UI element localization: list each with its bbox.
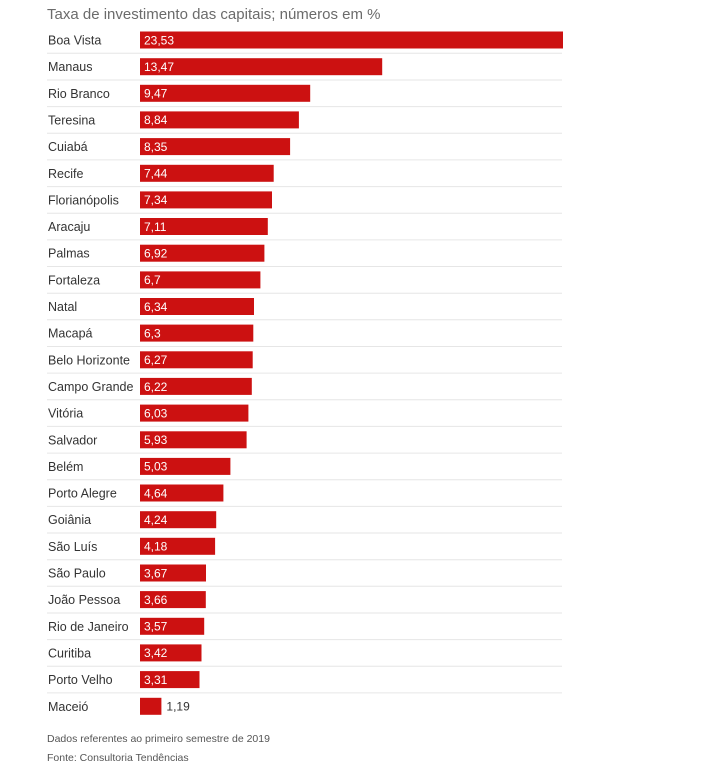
bar-value-label: 3,57 xyxy=(144,620,168,634)
footnote-source: Fonte: Consultoria Tendências xyxy=(47,752,189,764)
category-label: Belo Horizonte xyxy=(48,353,130,367)
bar xyxy=(140,537,216,555)
category-label: São Paulo xyxy=(48,567,106,581)
bar-value-label: 5,03 xyxy=(144,460,168,474)
bar xyxy=(140,164,274,182)
bar xyxy=(140,218,268,235)
category-label: Fortaleza xyxy=(48,273,100,287)
bar xyxy=(140,671,200,689)
bar-value-label: 13,47 xyxy=(144,60,174,74)
category-label: Boa Vista xyxy=(48,34,101,48)
bar-value-label: 3,66 xyxy=(144,593,168,607)
bar-value-label: 6,03 xyxy=(144,406,168,420)
bar-value-label: 5,93 xyxy=(144,433,168,447)
bar xyxy=(140,484,224,502)
category-label: Palmas xyxy=(48,247,90,261)
category-label: Natal xyxy=(48,300,77,314)
category-label: Rio de Janeiro xyxy=(48,620,129,634)
chart-title: Taxa de investimento das capitais; númer… xyxy=(47,6,381,23)
bar-value-label: 9,47 xyxy=(144,87,168,101)
category-label: São Luís xyxy=(48,540,97,554)
bar xyxy=(140,564,206,582)
category-label: Curitiba xyxy=(48,646,91,660)
bar xyxy=(140,271,261,289)
bar-value-label: 3,42 xyxy=(144,646,168,660)
bar xyxy=(140,298,254,315)
category-label: Cuiabá xyxy=(48,140,88,154)
bar-value-label: 6,22 xyxy=(144,380,168,394)
bar xyxy=(140,404,249,422)
bar-value-label: 6,27 xyxy=(144,353,168,367)
bar xyxy=(140,457,231,475)
bar xyxy=(140,191,272,209)
bar-value-label: 3,67 xyxy=(144,566,168,580)
bar-value-label: 6,34 xyxy=(144,300,168,314)
bar-value-label: 8,84 xyxy=(144,113,168,127)
bar xyxy=(140,31,563,49)
bar xyxy=(140,617,205,635)
category-label: Teresina xyxy=(48,113,95,127)
category-label: Manaus xyxy=(48,60,92,74)
bar xyxy=(140,84,311,102)
bar-value-label: 7,11 xyxy=(144,220,167,234)
bar xyxy=(140,644,202,662)
category-label: Salvador xyxy=(48,433,97,447)
category-label: Aracaju xyxy=(48,220,90,234)
bar xyxy=(140,697,162,715)
category-label: Goiânia xyxy=(48,513,91,527)
category-label: Porto Alegre xyxy=(48,487,117,501)
bar xyxy=(140,138,291,156)
bar-value-label: 6,92 xyxy=(144,247,168,261)
bar-value-label: 1,19 xyxy=(166,700,190,714)
category-label: Macapá xyxy=(48,327,93,341)
footnote-period: Dados referentes ao primeiro semestre de… xyxy=(47,733,270,745)
category-label: Maceió xyxy=(48,700,88,714)
bar xyxy=(140,58,383,76)
bar-value-label: 6,7 xyxy=(144,273,161,287)
category-label: Rio Branco xyxy=(48,87,110,101)
category-label: Florianópolis xyxy=(48,193,119,207)
bar-value-label: 23,53 xyxy=(144,33,174,47)
bar-value-label: 7,44 xyxy=(144,167,168,181)
category-label: João Pessoa xyxy=(48,593,120,607)
bar-value-label: 4,18 xyxy=(144,540,168,554)
category-label: Recife xyxy=(48,167,83,181)
bar-value-label: 8,35 xyxy=(144,140,168,154)
category-label: Vitória xyxy=(48,407,83,421)
category-label: Campo Grande xyxy=(48,380,134,394)
bar-value-label: 3,31 xyxy=(144,673,168,687)
bar xyxy=(140,324,254,342)
bar xyxy=(140,511,217,529)
bar xyxy=(140,351,253,369)
bar-chart: Boa Vista 23,53 Manaus 13,47 Rio Branco 9,47 T… xyxy=(47,31,563,715)
bar xyxy=(140,591,206,609)
bar-value-label: 4,24 xyxy=(144,513,168,527)
bar-value-label: 4,64 xyxy=(144,486,168,500)
bar-value-label: 7,34 xyxy=(144,193,168,207)
bar xyxy=(140,431,247,449)
category-label: Belém xyxy=(48,460,83,474)
bar xyxy=(140,244,265,262)
bar xyxy=(140,377,252,395)
bar-value-label: 6,3 xyxy=(144,326,161,340)
bar xyxy=(140,111,299,129)
category-label: Porto Velho xyxy=(48,673,113,687)
